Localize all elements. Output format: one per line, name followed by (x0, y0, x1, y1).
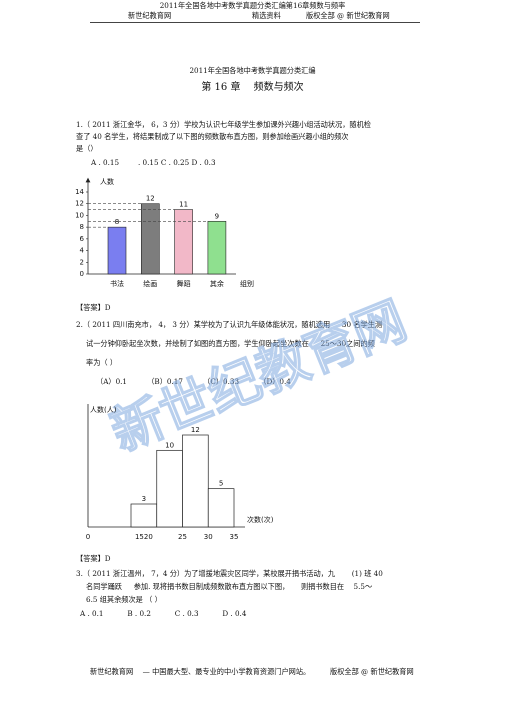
bar (141, 203, 160, 275)
question-line: 试一分钟仰卧起坐次数，并绘制了如图的直方图，学生仰卧起坐次数在 25～30之间的… (86, 339, 375, 348)
answer: 【答案】D (76, 303, 111, 312)
bar (174, 209, 193, 275)
x-axis-label: 组别 (240, 279, 254, 288)
category-label: 其余 (210, 279, 224, 288)
header-middle: 精选资料 (252, 11, 281, 20)
y-tick-label: 14 (75, 188, 84, 196)
y-axis-label: 人数(人) (90, 405, 117, 414)
bar (207, 220, 227, 275)
question-line: 1.（ 2011 浙江金华， 6，3 分）学校为认识七年级学生参加课外兴趣小组活… (76, 120, 372, 129)
x-tick-label: 1520 (135, 533, 153, 541)
header-title: 2011年全国各地中考数学真题分类汇编第16章频数与频率 (159, 1, 346, 10)
y-tick-label: 0 (80, 270, 84, 278)
header-right: 版权全部 @ 新世纪教育网 (306, 11, 390, 20)
category-label: 绘画 (143, 279, 157, 288)
x-axis-label: 次数(次) (247, 515, 274, 524)
bar (156, 449, 183, 528)
bar (107, 226, 127, 275)
doc-title: 2011年全国各地中考数学真题分类汇编 (189, 66, 316, 75)
chapter: 第 16 章 频数与频次 (201, 82, 304, 93)
y-tick-label: 10 (75, 211, 84, 219)
y-tick-label: 12 (75, 200, 84, 208)
question-line: 3.（ 2011 浙江温州， 7，4 分）为了增援地震灾区同学，某校展开捐书活动… (76, 569, 383, 578)
header-rule (90, 22, 420, 23)
category-label: 舞蹈 (177, 279, 191, 288)
footer-left: 新世纪教育网 — 中国最大型、最专业的中小学教育资源门户网站。 (90, 667, 311, 676)
watermark: 新世纪教育网 (103, 291, 415, 464)
question-line: 2.（ 2011 四川南充市， 4， 3 分）某学校为了认识九年级体能状况，随机… (76, 320, 383, 329)
y-tick-label: 4 (80, 247, 85, 255)
x-tick-label: 35 (230, 533, 239, 541)
question-line: 6.5 组其余频次是 （ ） (86, 595, 162, 604)
value-label: 11 (179, 201, 188, 209)
options: （A）0.1 （B）0.17 （C）0.33 （D）0.4 (96, 377, 291, 386)
value-label: 8 (115, 218, 119, 226)
x-tick-label: 0 (86, 533, 90, 541)
question-line: 是（） (76, 144, 98, 153)
x-tick-label: 25 (178, 533, 187, 541)
y-axis-label: 人数 (100, 177, 114, 186)
bar (182, 434, 209, 528)
header-left: 新世纪教育网 (128, 11, 172, 20)
y-tick-label: 2 (80, 258, 84, 266)
options: A . 0.15 . 0.15 C . 0.25 D . 0.3 (91, 158, 216, 167)
y-tick-label: 6 (80, 235, 85, 243)
question-line: 查了 40 名学生，将结果制成了以下图的频数散布直方图，则参加绘画兴趣小组的频次 (76, 132, 349, 141)
bar (207, 488, 235, 528)
answer: 【答案】D (76, 554, 111, 563)
bar (130, 503, 158, 528)
value-label: 3 (142, 495, 146, 503)
value-label: 5 (219, 480, 223, 488)
value-label: 9 (215, 212, 219, 220)
question-line: 率为（ ） (86, 358, 118, 367)
value-label: 12 (191, 426, 200, 434)
options: A . 0.1 B . 0.2 C . 0.3 D . 0.4 (80, 609, 247, 618)
x-tick-label: 30 (204, 533, 213, 541)
y-tick-label: 8 (80, 223, 84, 231)
value-label: 12 (146, 195, 155, 203)
footer-right: 版权全部 @ 新世纪教育网 (330, 667, 414, 676)
question-line: 名同学踊跃 参加. 现将捐书数目制成频数散布直方图以下图， 则捐书数目在 5.5… (86, 582, 373, 591)
value-label: 10 (165, 441, 174, 449)
category-label: 书法 (110, 279, 124, 288)
